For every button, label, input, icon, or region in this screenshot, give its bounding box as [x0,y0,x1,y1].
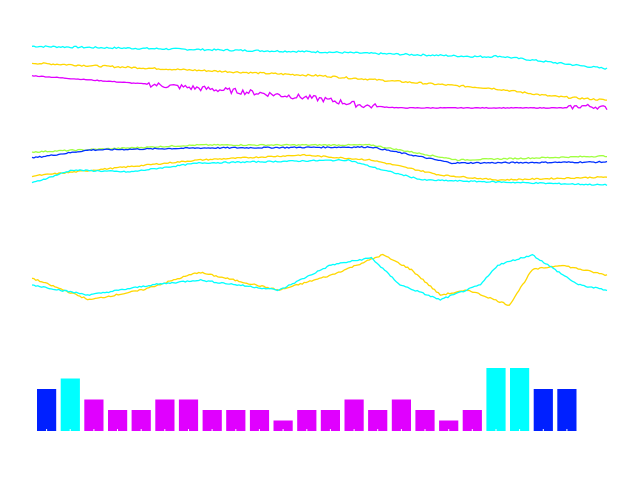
bar-18 [439,420,459,431]
bar-tick-18 [448,429,450,431]
bar-16 [391,399,411,431]
series-line-2-2 [31,145,608,165]
bar-tick-21 [519,429,521,431]
bar-tick-16 [400,429,402,431]
line-panel-1 [31,45,608,111]
bar-tick-9 [235,429,237,431]
bar-10 [249,410,270,431]
series-line-2-1 [31,143,607,162]
bar-tick-8 [211,429,213,431]
bar-14 [344,399,364,431]
bar-tick-7 [188,429,189,431]
line-panel-3 [31,253,608,306]
bar-15 [368,410,388,431]
bar-1 [37,389,57,431]
bar-tick-11 [282,429,284,431]
bar-tick-12 [306,429,308,431]
bar-tick-1 [46,429,48,431]
bar-21 [510,368,530,431]
bar-3 [84,399,104,431]
series-line-2-3 [31,153,608,182]
bar-tick-22 [542,429,544,431]
bar-tick-17 [424,429,426,431]
bar-6 [155,399,175,431]
bar-7 [178,399,199,431]
bar-tick-23 [566,429,568,431]
bar-17 [415,410,435,431]
bar-9 [226,410,246,431]
bar-4 [108,410,128,431]
bar-8 [202,410,222,431]
series-line-3-1 [31,253,608,306]
bar-tick-2 [69,429,71,431]
bar-tick-20 [495,429,497,431]
series-line-1-1 [31,45,608,70]
bar-tick-6 [164,429,166,431]
bar-tick-14 [353,429,355,431]
bar-tick-19 [471,429,473,431]
bar-22 [533,389,553,431]
series-line-3-2 [31,253,608,301]
bar-11 [273,420,293,431]
bar-2 [60,378,80,431]
bar-19 [462,410,482,431]
bar-tick-5 [140,429,142,431]
bar-20 [486,368,506,431]
bar-23 [557,389,577,431]
bar-tick-13 [329,429,331,431]
bar-12 [297,410,317,431]
line-panel-2 [31,143,608,186]
bar-tick-10 [258,429,260,431]
series-line-2-4 [31,158,608,186]
bar-13 [320,410,340,431]
bar-panel [37,368,577,431]
bar-tick-15 [377,429,379,431]
series-line-1-2 [31,62,607,101]
bar-5 [131,410,151,431]
series-line-1-3 [31,74,608,111]
bar-tick-3 [93,429,95,431]
bar-tick-4 [117,429,118,431]
